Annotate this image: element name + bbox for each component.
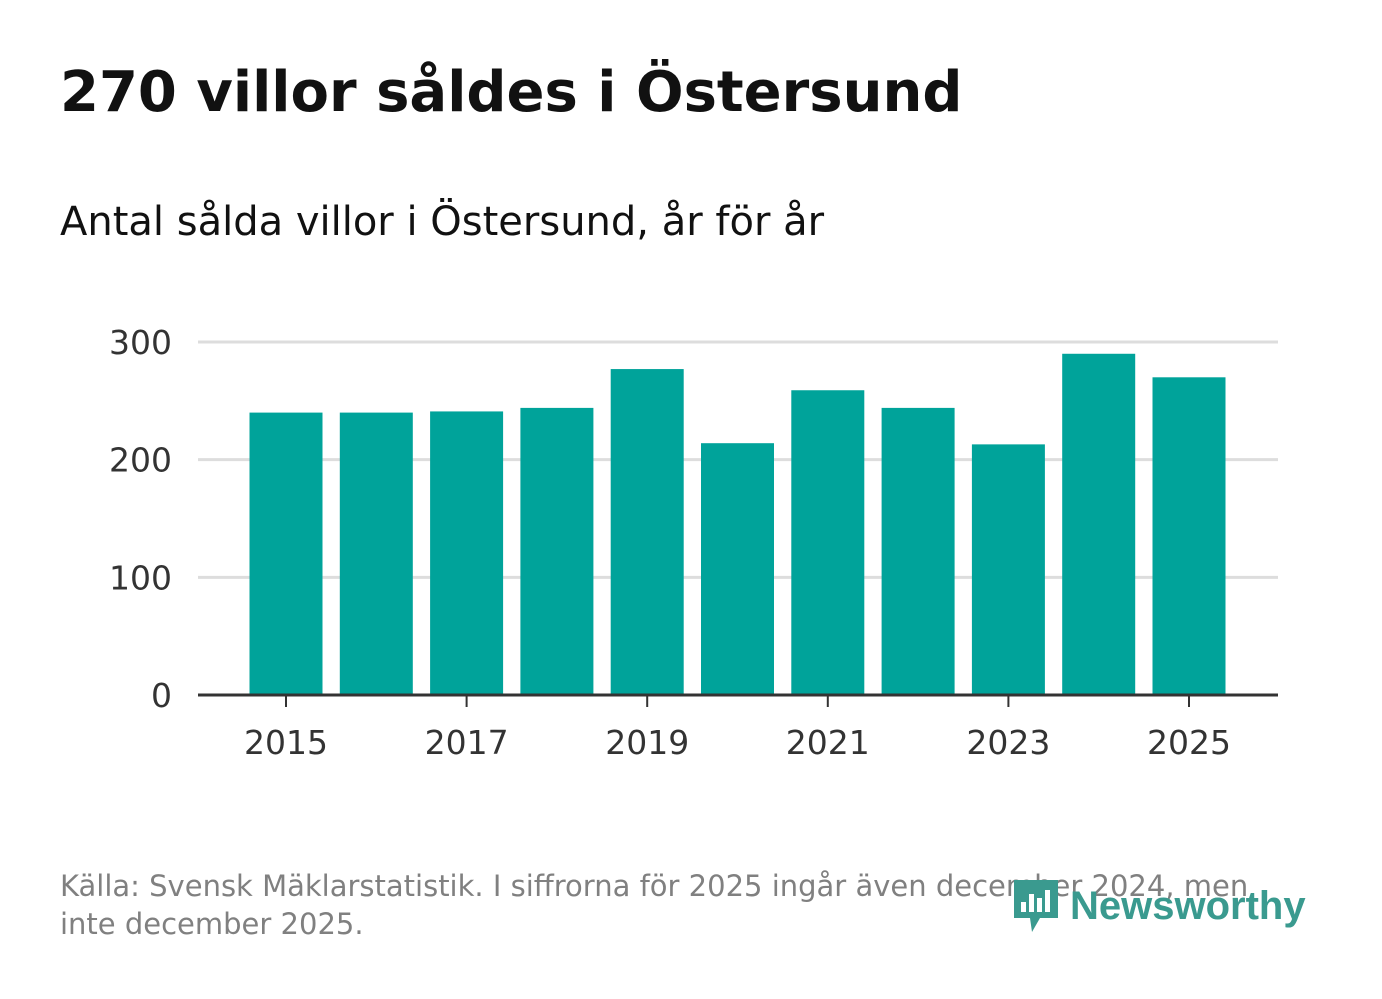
y-tick-labels: 0 100 200 300 — [109, 323, 172, 715]
y-tick-label: 100 — [109, 558, 172, 597]
y-tick-label: 0 — [151, 676, 172, 715]
y-tick-label: 200 — [109, 441, 172, 480]
bar-2015 — [249, 412, 323, 695]
bar-chart: 0 100 200 300 2015 2017 2019 2021 2023 2025 — [109, 323, 1278, 762]
bar-2021 — [791, 390, 865, 695]
x-tick-label: 2021 — [786, 723, 870, 762]
bar-2018 — [520, 407, 594, 695]
brand-name: Newsworthy — [1070, 883, 1306, 928]
y-tick-label: 300 — [109, 323, 172, 362]
x-tick-label: 2017 — [425, 723, 509, 762]
axes — [198, 693, 1278, 707]
bar-2025 — [1152, 377, 1226, 695]
bar-2022 — [881, 407, 955, 695]
bar-2024 — [1062, 353, 1136, 695]
x-tick-label: 2015 — [244, 723, 328, 762]
bar-2016 — [339, 412, 413, 695]
x-tick-label: 2025 — [1147, 723, 1231, 762]
chart-subtitle: Antal sålda villor i Östersund, år för å… — [60, 199, 825, 245]
bar-2019 — [610, 369, 684, 695]
x-tick-labels: 2015 2017 2019 2021 2023 2025 — [244, 723, 1231, 762]
bars — [249, 353, 1226, 695]
x-tick-label: 2023 — [966, 723, 1050, 762]
bar-2023 — [971, 444, 1045, 695]
chart-title: 270 villor såldes i Östersund — [60, 60, 963, 125]
bar-2020 — [701, 443, 774, 695]
x-tick-label: 2019 — [605, 723, 689, 762]
newsworthy-logo-icon — [1014, 880, 1058, 932]
brand-logo: Newsworthy — [1010, 876, 1306, 936]
bar-2017 — [430, 411, 504, 695]
